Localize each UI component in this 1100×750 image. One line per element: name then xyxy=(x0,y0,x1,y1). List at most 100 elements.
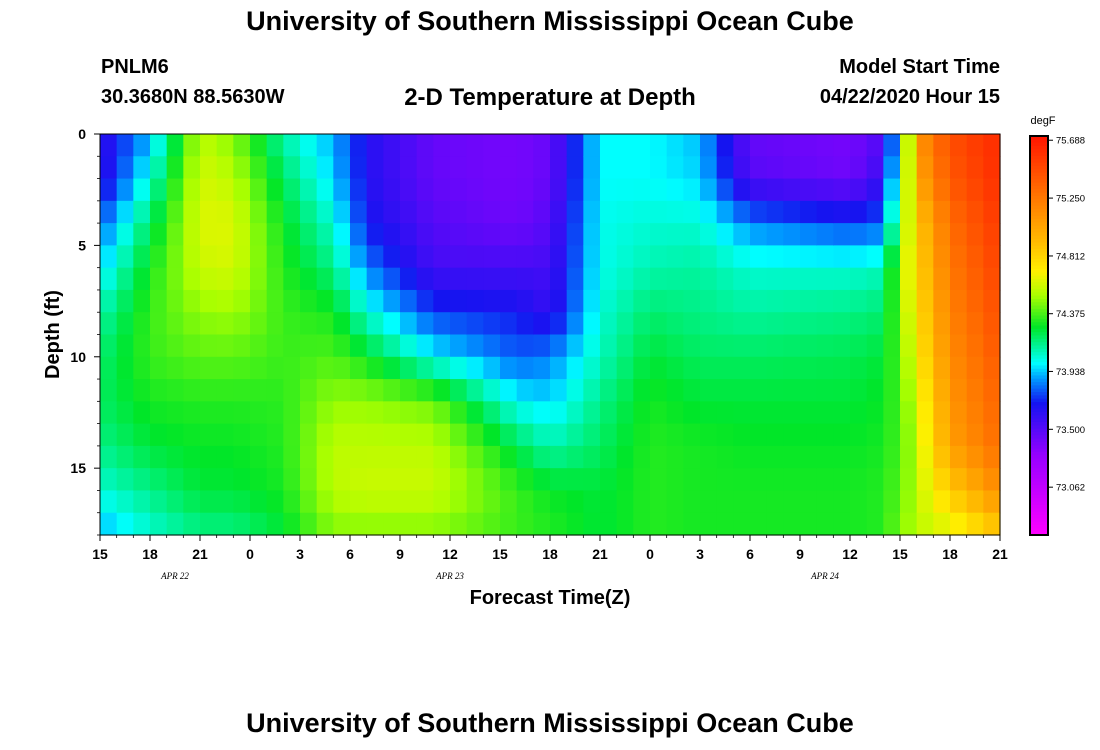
heatmap-cell xyxy=(550,445,568,469)
heatmap-cell xyxy=(500,200,518,224)
heatmap-cell xyxy=(983,490,1001,514)
heatmap-cell xyxy=(183,312,201,336)
heatmap-cell xyxy=(400,267,418,291)
heatmap-cell xyxy=(800,401,818,425)
heatmap-cell xyxy=(400,512,418,536)
heatmap-cell xyxy=(116,156,134,180)
heatmap-cell xyxy=(633,156,651,180)
heatmap-cell xyxy=(516,468,534,492)
heatmap-cell xyxy=(716,490,734,514)
heatmap-cell xyxy=(300,423,318,447)
heatmap-cell xyxy=(533,401,551,425)
heatmap-cell xyxy=(300,200,318,224)
heatmap-cell xyxy=(333,445,351,469)
heatmap-cell xyxy=(133,289,151,313)
heatmap-cell xyxy=(400,401,418,425)
heatmap-cell xyxy=(916,490,934,514)
heatmap-cell xyxy=(850,223,868,246)
heatmap-cell xyxy=(816,267,834,291)
heatmap-cell xyxy=(350,379,368,402)
heatmap-cell xyxy=(383,289,401,313)
heatmap-cell xyxy=(250,512,268,536)
heatmap-cell xyxy=(483,156,501,180)
heatmap-cell xyxy=(216,156,234,180)
heatmap-cell xyxy=(916,178,934,202)
heatmap-cell xyxy=(966,223,984,246)
heatmap-cell xyxy=(216,490,234,514)
heatmap-cell xyxy=(250,134,268,157)
heatmap-cell xyxy=(150,134,168,157)
heatmap-cell xyxy=(366,490,384,514)
heatmap-cell xyxy=(566,445,584,469)
heatmap-cell xyxy=(833,178,851,202)
heatmap-cell xyxy=(183,468,201,492)
heatmap-cell xyxy=(316,445,334,469)
heatmap-cell xyxy=(816,245,834,269)
heatmap-cell xyxy=(433,223,451,246)
heatmap-cell xyxy=(950,267,968,291)
heatmap-cell xyxy=(300,490,318,514)
heatmap-cell xyxy=(150,468,168,492)
heatmap-cell xyxy=(383,312,401,336)
heatmap-cell xyxy=(733,134,751,157)
x-tick-label: 9 xyxy=(796,546,804,562)
heatmap-cell xyxy=(450,445,468,469)
heatmap-cell xyxy=(266,178,284,202)
heatmap-cell xyxy=(800,289,818,313)
heatmap-cell xyxy=(100,223,118,246)
heatmap-cell xyxy=(900,401,918,425)
heatmap-cell xyxy=(383,445,401,469)
heatmap-cell xyxy=(633,223,651,246)
heatmap-cell xyxy=(183,200,201,224)
heatmap-cell xyxy=(150,156,168,180)
heatmap-cell xyxy=(333,178,351,202)
heatmap-cell xyxy=(600,334,618,358)
heatmap-cell xyxy=(416,134,434,157)
heatmap-cell xyxy=(250,178,268,202)
heatmap-cell xyxy=(450,512,468,536)
heatmap-cell xyxy=(616,445,634,469)
heatmap-cell xyxy=(816,512,834,536)
heatmap-cell xyxy=(150,379,168,402)
heatmap-cell xyxy=(883,445,901,469)
heatmap-cell xyxy=(150,512,168,536)
heatmap-cell xyxy=(400,334,418,358)
heatmap-cell xyxy=(883,156,901,180)
heatmap-cell xyxy=(166,401,184,425)
heatmap-cell xyxy=(150,267,168,291)
heatmap-cell xyxy=(100,445,118,469)
heatmap-cell xyxy=(616,200,634,224)
colorbar-swatch xyxy=(1030,252,1048,257)
heatmap-cell xyxy=(533,245,551,269)
heatmap-cell xyxy=(550,267,568,291)
heatmap-cell xyxy=(350,223,368,246)
heatmap-cell xyxy=(350,334,368,358)
heatmap-cell xyxy=(666,156,684,180)
heatmap-cell xyxy=(400,356,418,380)
footer-title: University of Southern Mississippi Ocean… xyxy=(246,708,854,738)
heatmap-cell xyxy=(450,468,468,492)
heatmap-cell xyxy=(483,178,501,202)
heatmap-cell xyxy=(233,468,251,492)
heatmap-cell xyxy=(550,401,568,425)
heatmap-cell xyxy=(300,512,318,536)
heatmap-cell xyxy=(500,289,518,313)
heatmap-cell xyxy=(783,468,801,492)
heatmap-cell xyxy=(866,468,884,492)
heatmap-cell xyxy=(966,379,984,402)
heatmap-cell xyxy=(650,289,668,313)
heatmap-cell xyxy=(733,200,751,224)
heatmap-cell xyxy=(533,423,551,447)
heatmap-cell xyxy=(400,423,418,447)
heatmap-cell xyxy=(566,200,584,224)
heatmap-cell xyxy=(716,445,734,469)
heatmap-cell xyxy=(550,134,568,157)
heatmap-cell xyxy=(216,267,234,291)
heatmap-cell xyxy=(833,200,851,224)
heatmap-cell xyxy=(816,312,834,336)
heatmap-cell xyxy=(300,245,318,269)
heatmap-cell xyxy=(616,356,634,380)
heatmap-cell xyxy=(900,445,918,469)
heatmap-cell xyxy=(700,401,718,425)
heatmap-cell xyxy=(616,379,634,402)
